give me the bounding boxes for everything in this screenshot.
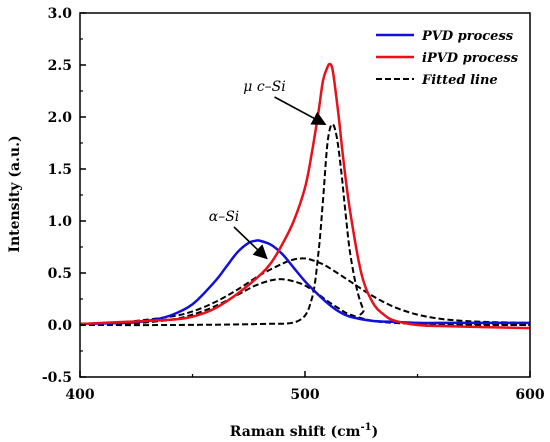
y-tick-label: 1.5 [48, 162, 72, 178]
annotations: α–Si μ c–Si [209, 79, 327, 260]
y-axis-label: Intensity (a.u.) [7, 135, 23, 252]
series-line-fitted-line [80, 123, 530, 327]
legend-label: Fitted line [421, 73, 498, 88]
annotation-arrow [274, 96, 327, 125]
annotation-label: α–Si [209, 209, 240, 225]
y-tick-label: 3.0 [48, 6, 73, 22]
x-axis-label: Raman shift (cm-1) [230, 422, 378, 440]
y-tick-label: 0.0 [48, 318, 73, 334]
legend: PVD process iPVD process Fitted line [376, 29, 519, 88]
y-tick-label: 1.0 [48, 214, 73, 230]
x-tick-label: 400 [65, 387, 94, 403]
series-line-fitted-component [80, 278, 530, 327]
legend-label: PVD process [421, 29, 514, 44]
series-line-pvd-process [80, 239, 530, 326]
ticks-layer: 400 500 600 -0.5 0.0 0.5 1.0 1.5 2.0 2.5 3.0 [42, 6, 545, 403]
y-tick-label: 2.0 [48, 110, 73, 126]
y-tick-label: -0.5 [42, 370, 72, 386]
y-tick-label: 2.5 [48, 58, 72, 74]
series-layer [80, 62, 530, 330]
annotation-label: μ c–Si [243, 79, 285, 95]
y-tick-label: 0.5 [48, 266, 72, 282]
x-tick-label: 600 [515, 387, 544, 403]
series-line-fitted-component [80, 257, 530, 325]
series-line-ipvd-process [80, 62, 530, 330]
legend-label: iPVD process [422, 51, 519, 66]
annotation-arrow [233, 226, 268, 260]
x-tick-label: 500 [290, 387, 319, 403]
